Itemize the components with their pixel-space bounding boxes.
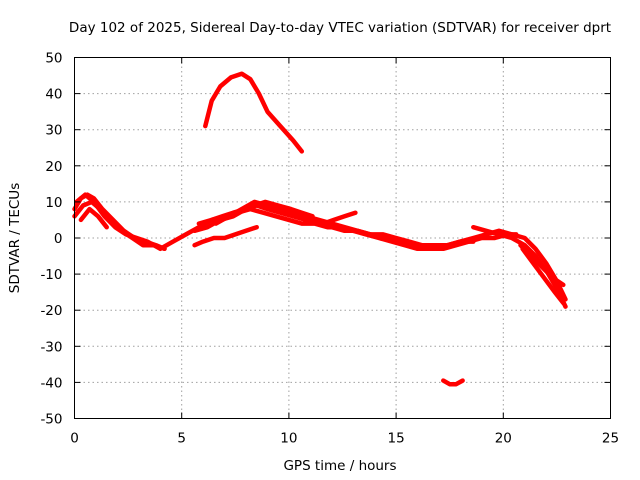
series-arc-midday-6 — [320, 210, 358, 226]
series-group — [72, 71, 568, 387]
axis-ticks: 0 5 10 15 20 25 -50 -40 -30 -20 -10 0 10 20 30 40 50 — [40, 51, 619, 447]
chart-title: Day 102 of 2025, Sidereal Day-to-day VTE… — [69, 20, 611, 36]
y-tick-label: 0 — [54, 231, 63, 247]
x-tick-label: 25 — [602, 431, 619, 447]
y-tick-label: -50 — [40, 412, 62, 428]
y-tick-label: -10 — [40, 267, 62, 283]
x-tick-label: 20 — [495, 431, 512, 447]
series-arc-evening-3 — [520, 246, 566, 306]
series-arc-midday-5 — [252, 199, 315, 219]
x-tick-label: 5 — [177, 431, 186, 447]
y-tick-label: 50 — [45, 51, 62, 67]
grid — [74, 57, 611, 419]
series-arc-high — [203, 71, 305, 154]
series-arc-low — [441, 378, 465, 387]
x-axis-label: GPS time / hours — [283, 458, 396, 474]
y-tick-label: -40 — [40, 375, 62, 391]
y-tick-label: 30 — [45, 123, 62, 139]
series-arc-morning-4 — [78, 206, 109, 230]
series-arc-midday-3 — [213, 199, 568, 302]
x-tick-label: 10 — [280, 431, 297, 447]
y-tick-label: 10 — [45, 195, 62, 211]
y-tick-label: 20 — [45, 159, 62, 175]
x-tick-label: 0 — [70, 431, 79, 447]
y-tick-label: -20 — [40, 303, 62, 319]
series-arc-midday-4 — [192, 224, 259, 248]
y-tick-label: -30 — [40, 339, 62, 355]
y-axis-label: SDTVAR / TECUs — [7, 183, 23, 293]
x-tick-label: 15 — [388, 431, 405, 447]
y-tick-label: 40 — [45, 87, 62, 103]
series-arc-evening-1 — [471, 224, 568, 309]
